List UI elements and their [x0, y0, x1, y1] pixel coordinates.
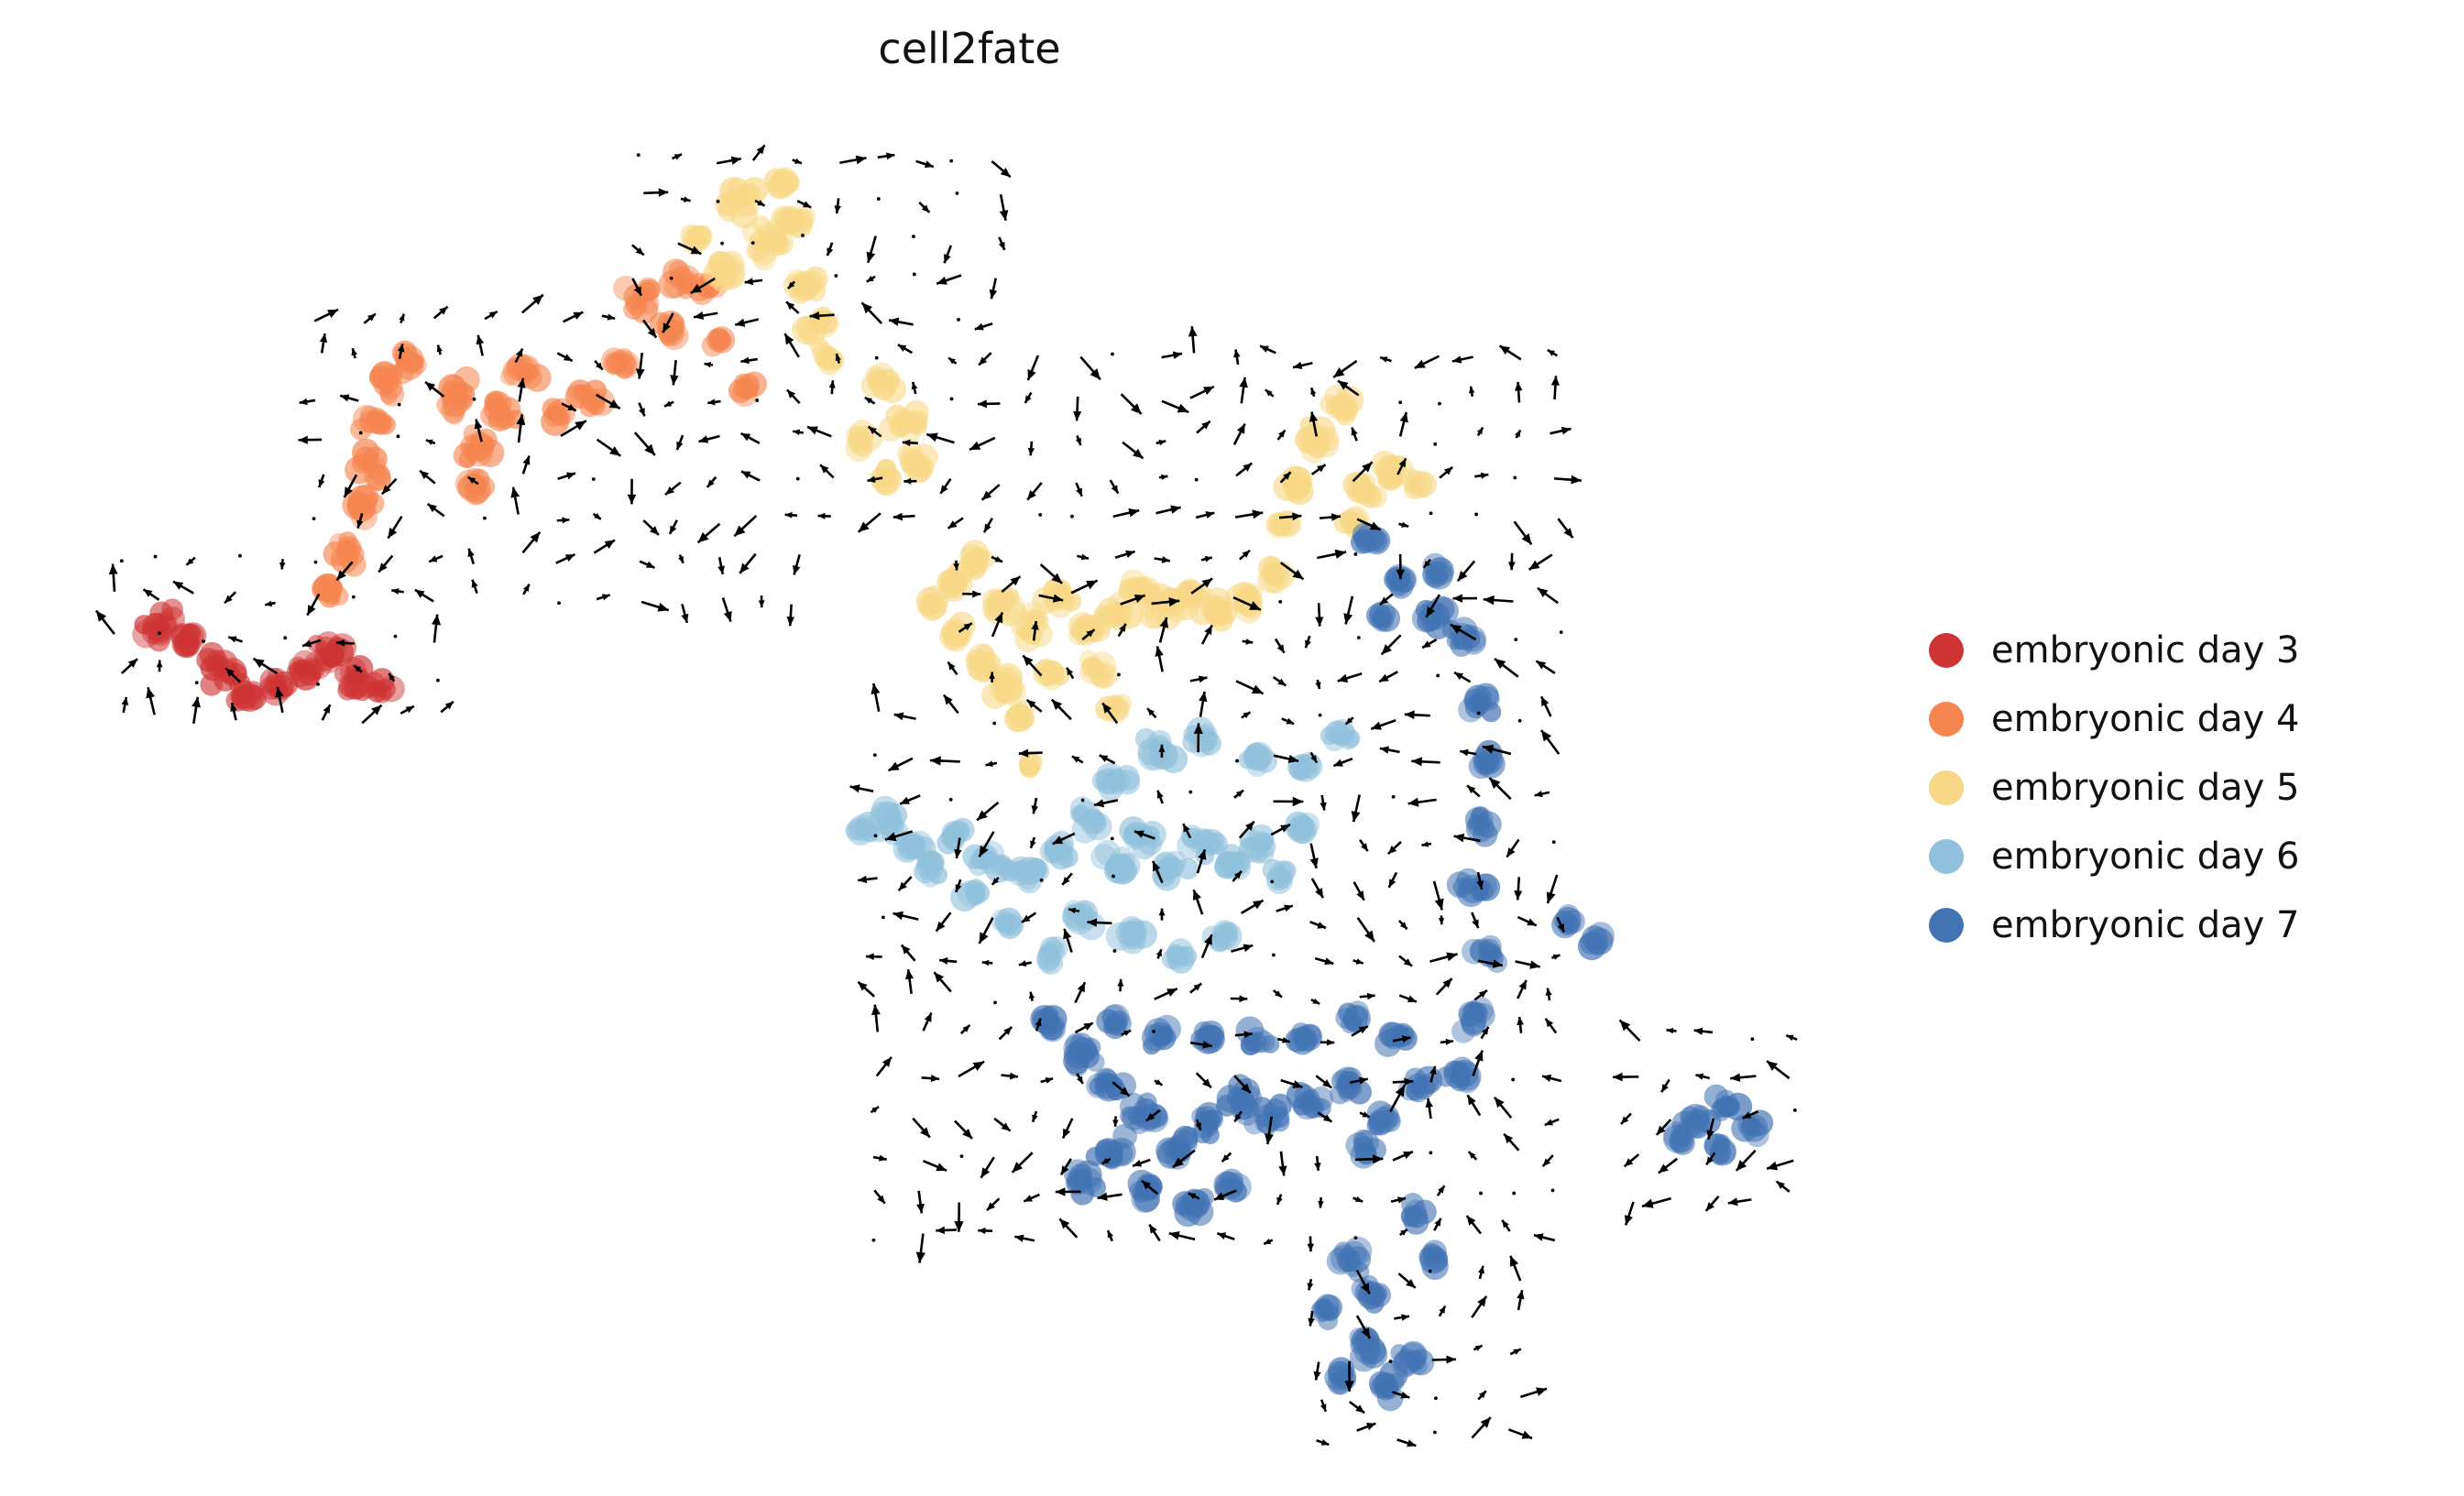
legend-marker-day3 — [1929, 632, 1964, 668]
legend-item: embryonic day 5 — [1929, 753, 2299, 822]
legend-label: embryonic day 5 — [1991, 766, 2300, 809]
legend-item: embryonic day 3 — [1929, 616, 2299, 684]
velocity-arrows-layer — [94, 144, 1798, 1447]
chart-title: cell2fate — [878, 24, 1061, 73]
legend-item: embryonic day 6 — [1929, 822, 2299, 890]
legend-marker-day4 — [1929, 701, 1964, 737]
legend-label: embryonic day 7 — [1991, 903, 2300, 946]
legend-label: embryonic day 6 — [1991, 835, 2300, 878]
legend-marker-day7 — [1929, 907, 1964, 943]
legend-marker-day5 — [1929, 770, 1964, 805]
legend-marker-day6 — [1929, 838, 1964, 874]
scatter-points-layer — [132, 167, 1774, 1412]
legend-label: embryonic day 4 — [1991, 697, 2300, 740]
legend: embryonic day 3 embryonic day 4 embryoni… — [1929, 616, 2299, 959]
legend-item: embryonic day 7 — [1929, 890, 2299, 959]
legend-item: embryonic day 4 — [1929, 684, 2299, 753]
legend-label: embryonic day 3 — [1991, 628, 2300, 672]
